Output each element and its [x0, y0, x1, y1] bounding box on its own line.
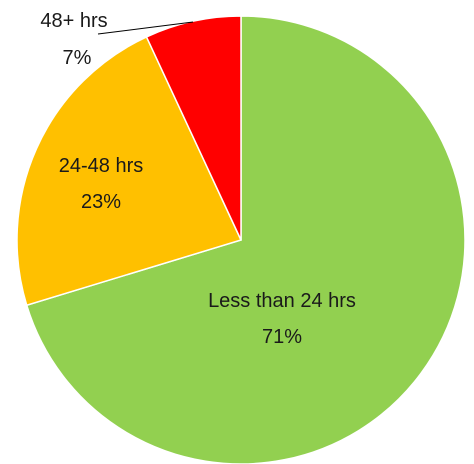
pie-slices — [16, 15, 466, 464]
slice-label-less-than-24: Less than 24 hrs — [208, 290, 356, 312]
leader-line-48-plus — [97, 21, 194, 35]
slice-24-48 — [16, 35, 243, 307]
slice-value-24-48: 23% — [81, 191, 121, 213]
slice-label-24-48: 24-48 hrs — [59, 155, 144, 177]
slice-less-than-24 — [25, 15, 466, 464]
slice-value-48-plus: 7% — [63, 47, 92, 69]
slice-label-48-plus: 48+ hrs — [40, 10, 107, 32]
slice-value-less-than-24: 71% — [262, 326, 302, 348]
slice-48-plus — [145, 15, 242, 241]
